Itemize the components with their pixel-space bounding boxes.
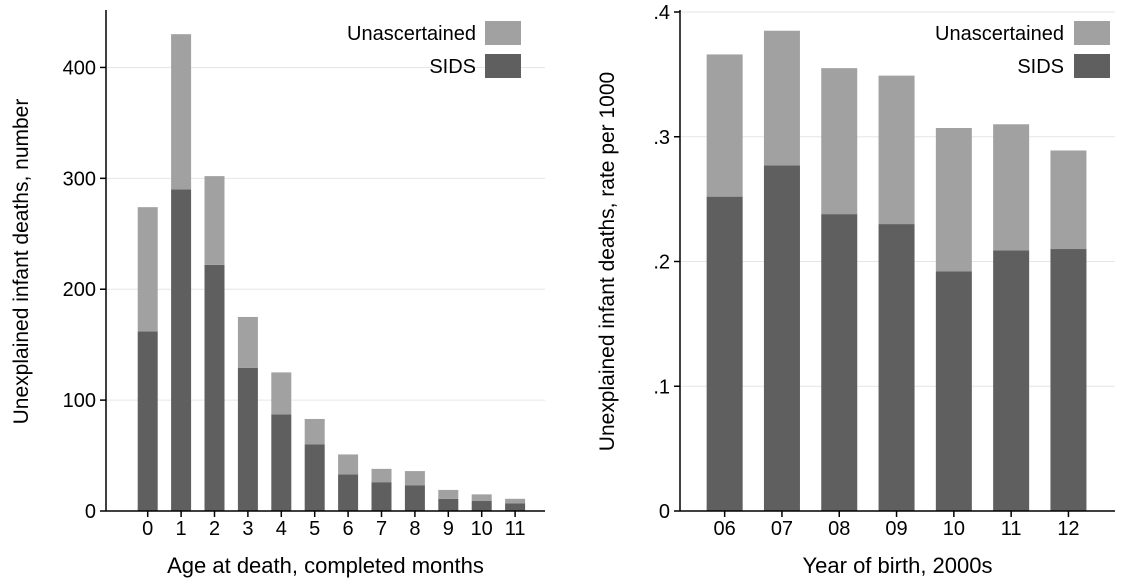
x-tick-label: 5 xyxy=(309,518,320,540)
x-axis-title: Year of birth, 2000s xyxy=(803,553,993,578)
bar-unascertained-5 xyxy=(304,418,325,445)
x-tick-label: 1 xyxy=(176,518,187,540)
bar-unascertained-10 xyxy=(471,494,492,502)
x-axis-title: Age at death, completed months xyxy=(167,553,484,578)
y-tick-label: 300 xyxy=(63,168,96,190)
bar-unascertained-11 xyxy=(505,498,526,504)
bar-sids-1 xyxy=(171,189,192,511)
y-axis-title: Unexplained infant deaths, number xyxy=(10,99,33,425)
x-tick-label: 06 xyxy=(714,518,736,540)
y-tick-label: 200 xyxy=(63,279,96,301)
bar-unascertained-10 xyxy=(935,128,972,272)
x-tick-label: 0 xyxy=(142,518,153,540)
bar-sids-7 xyxy=(371,482,392,511)
x-tick-label: 12 xyxy=(1057,518,1079,540)
y-tick-label: 0 xyxy=(659,501,670,523)
y-tick-label: 400 xyxy=(63,57,96,79)
legend-swatch-unascertained xyxy=(1074,21,1110,45)
y-tick-label: .2 xyxy=(653,252,670,274)
bar-sids-09 xyxy=(878,224,915,511)
bar-sids-5 xyxy=(304,444,325,511)
x-tick-label: 4 xyxy=(276,518,287,540)
bar-unascertained-06 xyxy=(706,54,743,197)
y-tick-label: 100 xyxy=(63,390,96,412)
x-tick-label: 11 xyxy=(505,518,526,540)
bar-unascertained-08 xyxy=(821,68,858,215)
bar-unascertained-12 xyxy=(1050,150,1087,250)
y-tick-label: 0 xyxy=(85,501,96,523)
bar-sids-0 xyxy=(137,331,158,511)
bar-unascertained-4 xyxy=(271,372,292,415)
bar-sids-12 xyxy=(1050,249,1087,511)
bar-unascertained-2 xyxy=(204,176,225,265)
x-tick-label: 6 xyxy=(343,518,354,540)
bar-unascertained-6 xyxy=(338,454,359,475)
legend-swatch-sids xyxy=(485,54,521,78)
x-tick-label: 7 xyxy=(376,518,387,540)
x-tick-label: 2 xyxy=(209,518,220,540)
legend-label-unascertained: Unascertained xyxy=(935,23,1064,45)
bar-sids-07 xyxy=(763,165,800,511)
legend-swatch-sids xyxy=(1074,54,1110,78)
legend-label-unascertained: Unascertained xyxy=(347,23,476,45)
x-tick-label: 8 xyxy=(409,518,420,540)
bar-unascertained-07 xyxy=(763,30,800,166)
bar-sids-11 xyxy=(993,250,1030,511)
y-axis-title: Unexplained infant deaths, rate per 1000 xyxy=(596,72,619,451)
bar-sids-8 xyxy=(404,485,425,511)
bar-sids-4 xyxy=(271,414,292,511)
x-tick-label: 10 xyxy=(471,518,493,540)
y-tick-label: .1 xyxy=(653,376,670,398)
legend-label-sids: SIDS xyxy=(429,56,476,78)
y-tick-label: .3 xyxy=(653,127,670,149)
y-tick-label: .4 xyxy=(653,2,670,24)
bar-unascertained-0 xyxy=(137,207,158,332)
bar-sids-08 xyxy=(821,214,858,511)
bar-sids-11 xyxy=(505,503,526,511)
x-tick-label: 3 xyxy=(242,518,253,540)
bar-unascertained-9 xyxy=(438,489,459,499)
x-tick-label: 09 xyxy=(885,518,907,540)
bar-unascertained-3 xyxy=(237,316,258,368)
bar-unascertained-1 xyxy=(171,34,192,190)
bar-unascertained-8 xyxy=(404,471,425,486)
x-tick-label: 07 xyxy=(771,518,793,540)
bar-sids-10 xyxy=(935,271,972,511)
bar-unascertained-09 xyxy=(878,75,915,225)
bar-sids-9 xyxy=(438,498,459,511)
x-tick-label: 10 xyxy=(943,518,965,540)
bar-sids-10 xyxy=(471,501,492,511)
legend-swatch-unascertained xyxy=(485,21,521,45)
bar-unascertained-11 xyxy=(993,124,1030,251)
legend-label-sids: SIDS xyxy=(1017,56,1064,78)
x-tick-label: 11 xyxy=(1001,518,1022,540)
x-tick-label: 9 xyxy=(443,518,454,540)
bar-sids-6 xyxy=(338,474,359,511)
bar-unascertained-7 xyxy=(371,468,392,483)
x-tick-label: 08 xyxy=(828,518,850,540)
bar-sids-06 xyxy=(706,196,743,511)
bar-sids-3 xyxy=(237,367,258,511)
bar-sids-2 xyxy=(204,264,225,511)
